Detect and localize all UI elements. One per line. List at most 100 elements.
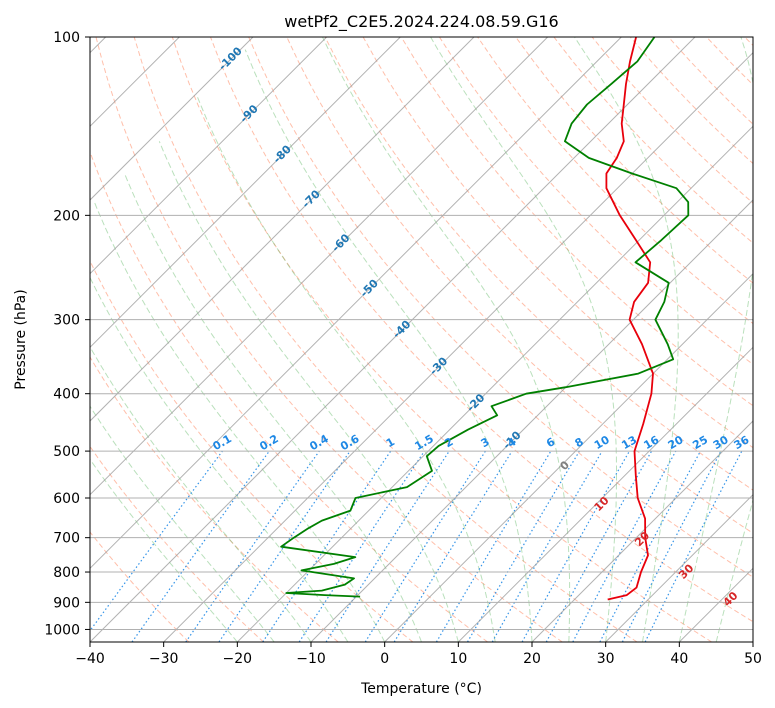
isotherm-line (236, 125, 753, 642)
isotherm-line (457, 346, 753, 642)
mixing-ratio-line (185, 450, 320, 642)
dry-adiabat (706, 37, 753, 86)
isotherm-label: -60 (329, 231, 352, 254)
mixing-ratio-label: 13 (619, 433, 639, 452)
dry-adiabat-label: 20 (632, 529, 652, 549)
isotherm-label: -40 (390, 318, 413, 341)
y-tick-label: 700 (53, 531, 80, 547)
mixing-ratio-label: 0.4 (307, 432, 331, 453)
dry-adiabat (438, 37, 753, 366)
dry-adiabat (515, 37, 753, 284)
dry-adiabat (668, 37, 753, 125)
x-tick-label: 0 (380, 651, 389, 667)
mixing-ratio-line (325, 450, 450, 642)
mixing-ratio-line (521, 450, 631, 642)
mixing-ratio-label: 36 (732, 433, 752, 452)
y-axis-title: Pressure (hPa) (13, 289, 29, 389)
mixing-ratio-line (90, 450, 223, 632)
dry-adiabat (90, 445, 264, 642)
dry-adiabat (171, 37, 712, 642)
y-tick-label: 600 (53, 491, 80, 507)
x-tick-label: 30 (597, 651, 615, 667)
dry-adiabat (90, 150, 488, 642)
y-tick-label: 100 (53, 30, 80, 46)
moist-adiabat (90, 345, 312, 642)
isotherm-line (90, 37, 254, 201)
isotherm-line (90, 37, 401, 349)
dry-adiabat (591, 37, 753, 204)
dry-adiabat (133, 37, 638, 642)
isotherm-line (90, 37, 696, 642)
mixing-ratio-line (393, 450, 513, 642)
x-tick-label: 10 (449, 651, 467, 667)
moist-adiabat (90, 276, 349, 642)
temperature-profile-line (605, 37, 654, 601)
moist-adiabat (244, 49, 533, 642)
mixing-ratio-line (572, 450, 677, 642)
y-tick-label: 900 (53, 595, 80, 611)
isotherm-line (752, 641, 753, 642)
isotherm-line (90, 37, 622, 570)
dry-adiabat (90, 356, 339, 642)
isotherm-label: -100 (216, 44, 245, 73)
y-tick-label: 300 (53, 313, 80, 329)
moist-adiabat (322, 37, 571, 642)
mixing-ratio-label: 0.1 (210, 432, 233, 453)
isotherm-line (531, 420, 753, 642)
y-tick-label: 1000 (44, 622, 80, 638)
mixing-ratio-label: 20 (666, 433, 686, 452)
isotherm-line (90, 37, 475, 422)
mixing-ratio-line (262, 450, 392, 642)
dry-adiabat (210, 37, 753, 623)
dry-adiabat (90, 259, 414, 642)
isotherm-line (310, 199, 753, 642)
isotherm-line (678, 567, 753, 642)
dewpoint-profile-line (280, 37, 690, 598)
dry-adiabat (400, 37, 753, 407)
dry-adiabat-label: 40 (721, 589, 741, 609)
dry-adiabat (90, 531, 190, 642)
x-tick-label: −40 (75, 651, 105, 667)
mixing-ratio-label: 1.5 (412, 432, 435, 453)
mixing-ratio-line (298, 450, 425, 642)
moist-adiabat (715, 498, 753, 642)
mixing-ratio-label: 30 (711, 433, 731, 452)
y-tick-label: 200 (53, 208, 80, 224)
x-axis-title: Temperature (°C) (360, 681, 482, 697)
isotherm-line (384, 272, 753, 642)
moist-adiabat (93, 201, 386, 642)
y-tick-label: 400 (53, 387, 80, 403)
mixing-ratio-label: 0.6 (338, 432, 362, 453)
moist-adiabat (124, 173, 422, 642)
x-tick-label: 40 (670, 651, 688, 667)
moist-adiabat (90, 458, 238, 642)
mixing-ratio-line (218, 450, 351, 642)
mixing-ratio-label: 25 (690, 433, 710, 452)
x-tick-label: 20 (523, 651, 541, 667)
dry-adiabat (324, 37, 753, 491)
moist-adiabat (574, 37, 679, 642)
dry-adiabat-label: 10 (592, 494, 612, 514)
isotherm-line (163, 51, 753, 642)
moist-adiabat (678, 37, 753, 642)
chart-title: wetPf2_C2E5.2024.224.08.59.G16 (284, 12, 558, 32)
mixing-ratio-line (131, 450, 270, 642)
isotherm-line (605, 493, 753, 642)
mixing-ratio-line (621, 450, 722, 642)
dry-adiabat (95, 37, 563, 642)
mixing-ratio-line (466, 450, 580, 642)
dry-adiabat-label: 30 (676, 561, 696, 581)
dry-adiabat (248, 37, 753, 578)
mixing-ratio-line (545, 450, 653, 642)
mixing-ratio-line (435, 450, 552, 642)
x-tick-label: −10 (296, 651, 326, 667)
x-tick-label: −20 (223, 651, 253, 667)
mixing-ratio-label: 16 (641, 433, 661, 452)
mixing-ratio-label: 6 (544, 435, 557, 450)
x-tick-label: 50 (744, 651, 762, 667)
y-tick-label: 500 (53, 444, 80, 460)
isotherm-line (90, 37, 328, 275)
moist-adiabat (430, 37, 617, 642)
mixing-ratio-label: 10 (592, 433, 612, 452)
